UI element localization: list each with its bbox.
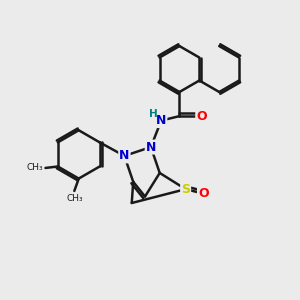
Text: CH₃: CH₃	[66, 194, 82, 203]
Text: N: N	[156, 114, 166, 127]
Text: O: O	[198, 187, 208, 200]
Text: H: H	[148, 109, 157, 119]
Text: S: S	[181, 183, 190, 196]
Text: N: N	[119, 149, 130, 162]
Text: CH₃: CH₃	[26, 164, 43, 172]
Text: N: N	[146, 141, 156, 154]
Text: O: O	[196, 110, 207, 123]
